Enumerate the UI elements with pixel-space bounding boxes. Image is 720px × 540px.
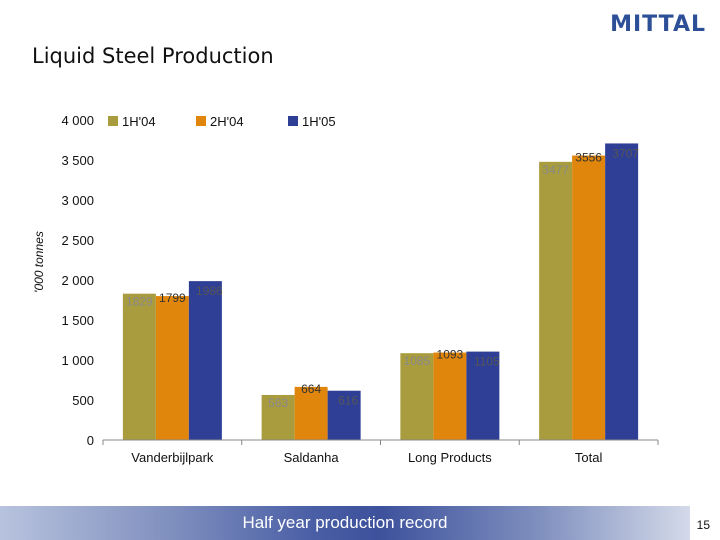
page-number: 15 [696,518,710,532]
y-tick-label: 3 500 [61,153,94,168]
bar-1-0 [261,394,295,440]
legend-swatch-1 [196,116,206,126]
bar-2-2 [466,351,500,440]
legend-label: 1H'05 [302,114,336,129]
bar-value-label: 3477 [542,163,569,177]
x-category-label: Long Products [408,450,492,465]
x-category-label: Saldanha [284,450,340,465]
footer-text: Half year production record [242,513,448,532]
bar-value-label: 1829 [126,295,153,309]
x-axis: Vanderbijlpark Saldanha Long Products Total [102,439,659,465]
bar-value-label: 1986 [196,284,223,298]
bar-series: 1829 1799 1986 563 664 616 1085 1093 1105 3477 355… [122,143,639,440]
legend-label: 1H'04 [122,114,156,129]
bar-3-2 [605,143,639,440]
legend-swatch-0 [108,116,118,126]
footer-bar: Half year production record [0,506,690,540]
y-tick-label: 1 000 [61,353,94,368]
y-tick-label: 3 000 [61,193,94,208]
legend-swatch-2 [288,116,298,126]
x-category-label: Vanderbijlpark [131,450,214,465]
bar-2-0 [400,353,434,440]
chart-legend: 1H'04 2H'04 1H'05 [108,114,336,129]
bar-value-label: 3707 [612,146,639,160]
bar-2-1 [433,352,467,440]
bar-value-label: 1105 [474,355,500,369]
y-axis: 0 500 1 000 1 500 2 000 2 500 3 000 3 500 4 000 '… [32,113,94,448]
y-tick-label: 0 [87,433,94,448]
y-tick-label: 1 500 [61,313,94,328]
legend-label: 2H'04 [210,114,244,129]
bar-value-label: 3556 [575,151,602,165]
bar-3-1 [572,155,606,440]
slide-title: Liquid Steel Production [32,44,274,68]
y-tick-label: 4 000 [61,113,94,128]
bar-0-0 [122,293,156,440]
bar-value-label: 1085 [404,354,431,368]
y-tick-label: 2 500 [61,233,94,248]
x-category-label: Total [575,450,603,465]
bar-value-label: 563 [268,396,288,410]
y-tick-label: 2 000 [61,273,94,288]
bar-value-label: 1799 [159,291,186,305]
bar-3-0 [539,161,573,440]
bar-value-label: 1093 [437,348,464,362]
bar-value-label: 664 [301,382,321,396]
y-tick-label: 500 [72,393,94,408]
mittal-logo: MITTAL [610,12,706,37]
bar-1-1 [294,386,328,440]
y-axis-title: '000 tonnes [32,231,46,293]
bar-value-label: 616 [338,394,358,408]
bar-0-2 [188,281,222,440]
bar-0-1 [155,296,189,440]
bar-1-2 [327,390,361,440]
